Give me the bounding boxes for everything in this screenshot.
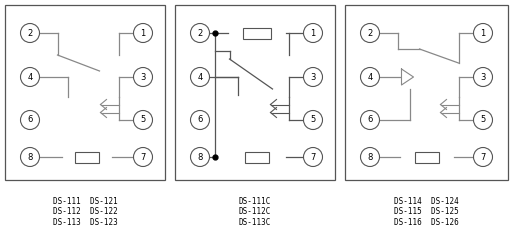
Circle shape [133,111,152,129]
Circle shape [190,24,209,42]
Circle shape [473,148,492,166]
Circle shape [304,148,323,166]
Text: 8: 8 [27,153,33,161]
Text: 6: 6 [198,116,203,124]
Circle shape [361,24,380,42]
Text: 4: 4 [367,72,372,81]
Circle shape [361,111,380,129]
Text: DS-111  DS-121
DS-112  DS-122
DS-113  DS-123: DS-111 DS-121 DS-112 DS-122 DS-113 DS-12… [53,197,117,227]
Circle shape [21,24,40,42]
Circle shape [133,148,152,166]
Bar [243,27,270,39]
Circle shape [133,67,152,86]
Circle shape [21,111,40,129]
Text: 1: 1 [141,29,146,37]
Circle shape [190,111,209,129]
Text: 7: 7 [310,153,315,161]
Text: 4: 4 [198,72,203,81]
Circle shape [21,148,40,166]
Text: 5: 5 [480,116,486,124]
Text: 7: 7 [480,153,486,161]
Text: 4: 4 [27,72,33,81]
Bar [245,151,268,163]
Text: 8: 8 [367,153,372,161]
Text: DS-111C
DS-112C
DS-113C: DS-111C DS-112C DS-113C [239,197,271,227]
Circle shape [473,67,492,86]
Bar [74,151,98,163]
Text: 6: 6 [367,116,372,124]
Text: 1: 1 [480,29,486,37]
Text: 6: 6 [27,116,33,124]
Text: 3: 3 [310,72,315,81]
Text: DS-114  DS-124
DS-115  DS-125
DS-116  DS-126: DS-114 DS-124 DS-115 DS-125 DS-116 DS-12… [394,197,459,227]
Text: 1: 1 [310,29,315,37]
Text: 2: 2 [27,29,33,37]
Circle shape [304,67,323,86]
Circle shape [190,67,209,86]
Circle shape [304,24,323,42]
Text: 2: 2 [367,29,372,37]
Circle shape [361,148,380,166]
Text: 7: 7 [141,153,146,161]
Circle shape [190,148,209,166]
Circle shape [133,24,152,42]
Text: 3: 3 [480,72,486,81]
Bar [345,5,508,180]
Circle shape [473,24,492,42]
Circle shape [473,111,492,129]
Text: 5: 5 [310,116,315,124]
Circle shape [304,111,323,129]
Text: 3: 3 [141,72,146,81]
Bar [5,5,165,180]
Text: 8: 8 [198,153,203,161]
Circle shape [21,67,40,86]
Bar [415,151,439,163]
Bar [175,5,335,180]
Text: 5: 5 [141,116,146,124]
Circle shape [361,67,380,86]
Text: 2: 2 [198,29,203,37]
